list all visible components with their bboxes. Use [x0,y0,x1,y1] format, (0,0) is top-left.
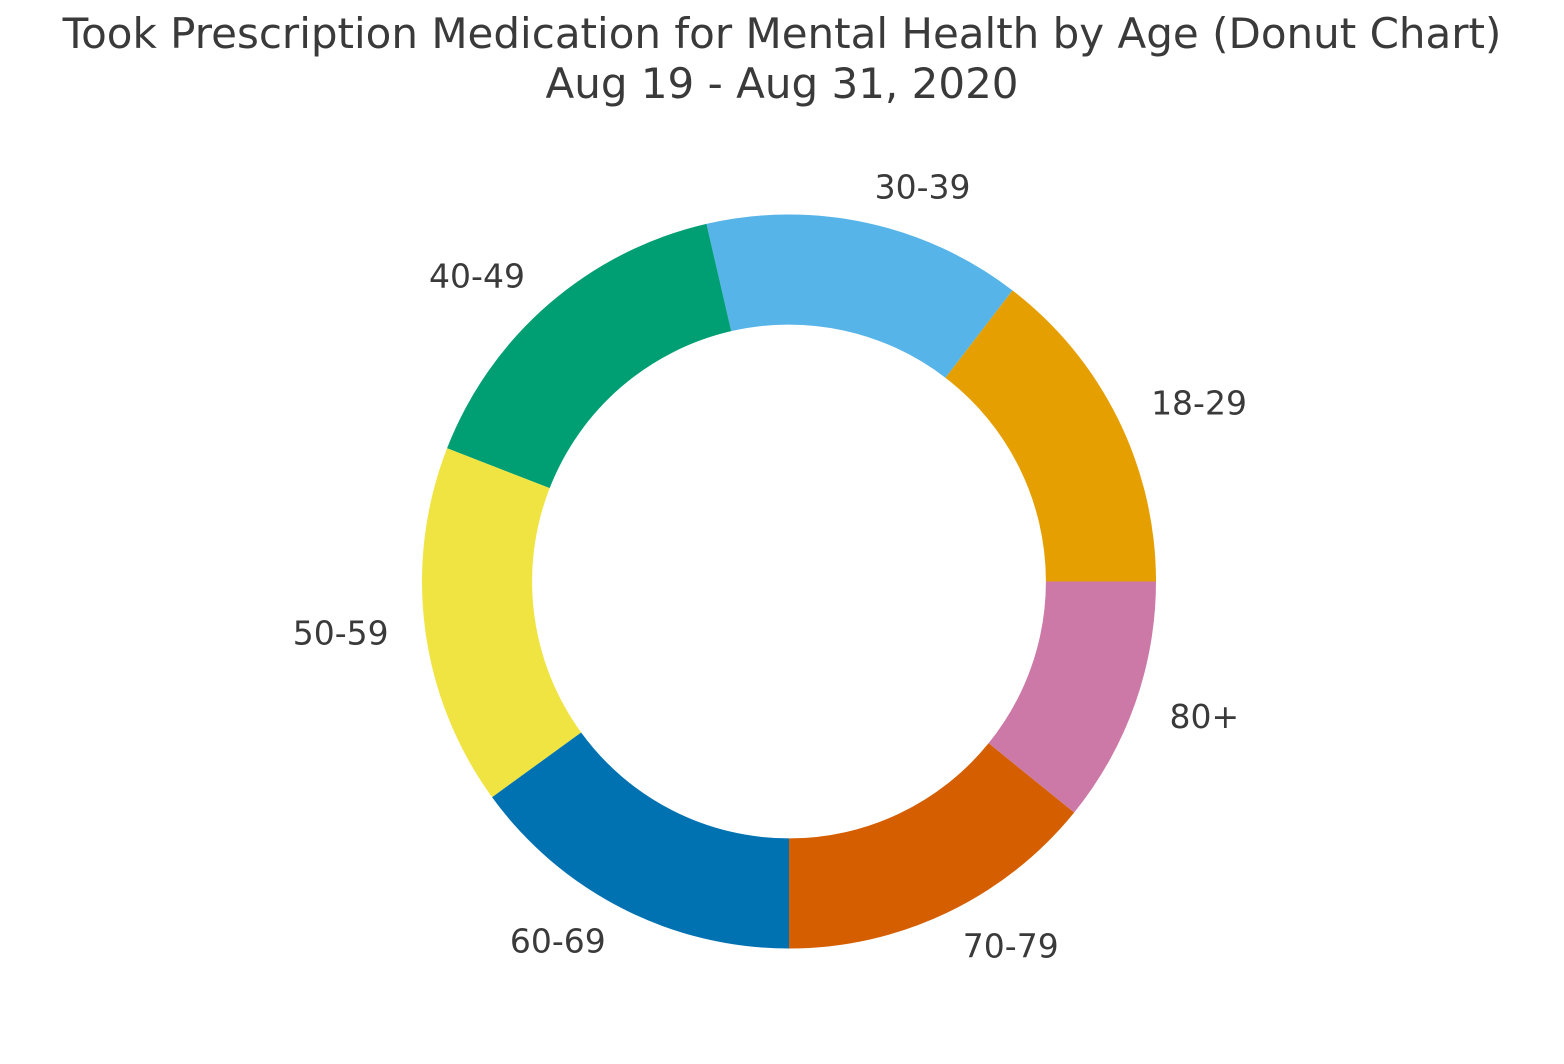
donut-segment-60-69 [492,732,789,949]
chart-title: Took Prescription Medication for Mental … [0,9,1564,109]
donut-segment-30-39 [706,214,1013,378]
donut-segment-50-59 [422,448,582,798]
donut-segment-18-29 [945,290,1156,582]
segment-label-40-49: 40-49 [429,257,525,296]
donut-segment-70-79 [789,743,1075,949]
segment-label-80+: 80+ [1170,697,1240,736]
chart-title-line2: Aug 19 - Aug 31, 2020 [545,59,1019,108]
segment-label-30-39: 30-39 [875,167,971,206]
segment-label-70-79: 70-79 [963,926,1059,965]
donut-segment-40-49 [447,223,732,489]
segment-label-18-29: 18-29 [1151,383,1247,422]
segment-label-60-69: 60-69 [510,922,606,961]
chart-title-line1: Took Prescription Medication for Mental … [62,9,1502,58]
donut-segment-80+ [988,581,1156,813]
segment-label-50-59: 50-59 [293,614,389,653]
